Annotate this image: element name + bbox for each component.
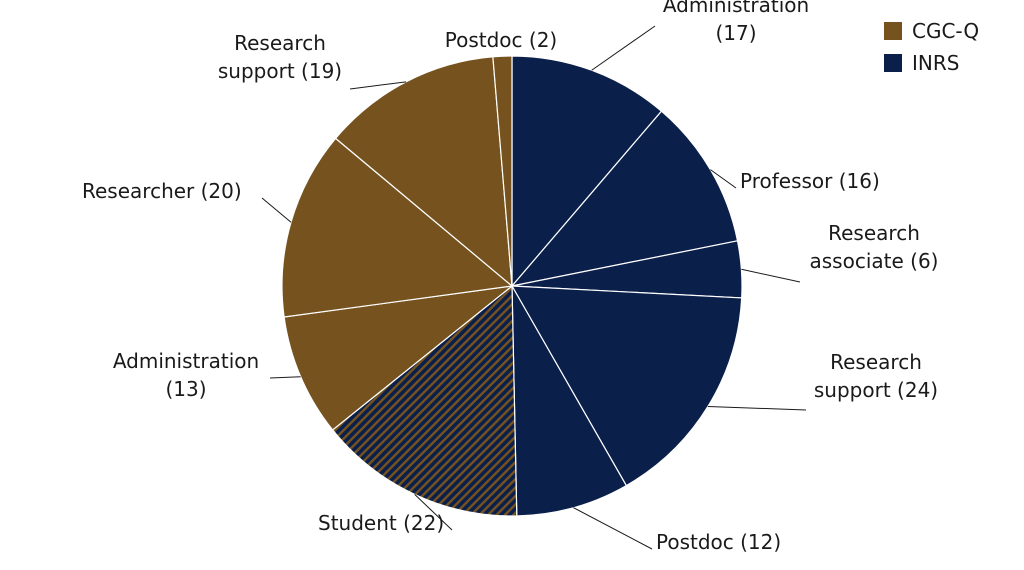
pie-slice-postdoc-2 (492, 55, 513, 287)
pie-slice-professor-16 (510, 110, 739, 287)
slice-label: Research support (19) (218, 31, 342, 83)
pie-slice-researcher-20 (281, 137, 514, 318)
leader-line (741, 268, 801, 283)
leader-line (591, 25, 656, 71)
legend-swatch (884, 54, 902, 72)
legend-label: CGC-Q (912, 19, 979, 43)
pie-slice-research-support-19 (334, 56, 513, 288)
leader-lines (261, 25, 807, 550)
slice-label: Student (22) (318, 511, 444, 535)
leader-line (269, 376, 301, 379)
pie-slice-student-22 (331, 284, 518, 517)
leader-line (261, 197, 292, 223)
slice-label: Researcher (20) (82, 179, 242, 203)
slice-label: Postdoc (12) (656, 530, 781, 554)
leader-line (414, 494, 453, 531)
leader-line (573, 507, 653, 550)
pie-slice-research-support-24 (510, 285, 743, 487)
leader-line (349, 81, 407, 90)
leader-line (707, 405, 807, 411)
slice-label: Administration (13) (113, 349, 259, 401)
leader-line (710, 169, 737, 189)
pie-slice-administration-13 (283, 285, 515, 431)
slice-label: Research associate (6) (810, 221, 939, 273)
slice-labels: Administration (17) Professor (16) Research… (82, 0, 938, 554)
slice-label: Professor (16) (740, 169, 880, 193)
slice-label: Research support (24) (814, 350, 938, 402)
legend: CGC-Q INRS (884, 19, 979, 75)
pie-slices (281, 55, 743, 517)
slice-label: Administration (17) (663, 0, 809, 45)
legend-swatch (884, 22, 902, 40)
pie-slice-administration-17 (511, 55, 663, 288)
slice-label: Postdoc (2) (445, 28, 557, 52)
legend-label: INRS (912, 51, 959, 75)
